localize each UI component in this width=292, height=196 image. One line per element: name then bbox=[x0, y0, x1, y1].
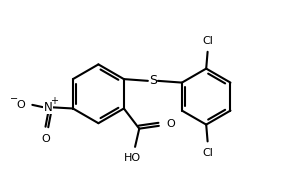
Text: O: O bbox=[17, 100, 25, 110]
Text: O: O bbox=[41, 134, 50, 144]
Text: HO: HO bbox=[124, 153, 141, 163]
Text: O: O bbox=[167, 119, 175, 130]
Text: −: − bbox=[10, 94, 18, 104]
Text: Cl: Cl bbox=[202, 148, 213, 158]
Text: N: N bbox=[44, 101, 53, 114]
Text: Cl: Cl bbox=[202, 36, 213, 46]
Text: S: S bbox=[149, 74, 157, 87]
Text: +: + bbox=[51, 96, 58, 106]
